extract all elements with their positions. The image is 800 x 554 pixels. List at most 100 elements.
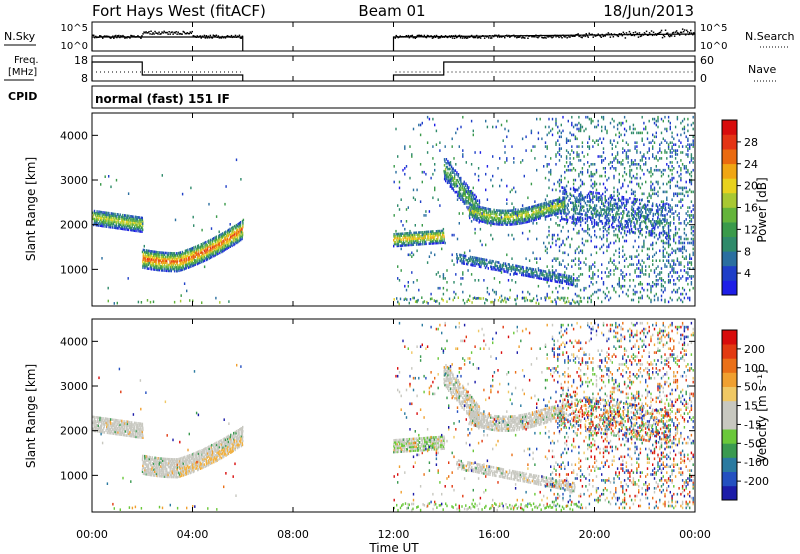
power-cell [540,206,543,210]
power-cell [681,119,684,123]
power-cell [151,267,153,271]
power-cell [590,294,592,298]
power-cell [448,173,451,177]
power-cell [482,206,485,210]
power-cell [571,145,573,148]
nsky-point [176,33,178,35]
power-cell [498,223,500,226]
power-cell [599,137,601,141]
power-cell [155,256,158,260]
power-cell [601,196,603,200]
power-cell [583,296,585,300]
power-cell [632,131,635,135]
power-cell [509,217,511,220]
power-cell [574,202,577,205]
power-cell [681,286,684,290]
nsky-point [107,35,109,38]
power-cell [680,277,682,280]
power-cell [655,267,657,270]
power-cell [667,281,670,284]
power-cell [652,259,654,262]
power-cell [650,180,652,184]
power-cell [576,277,578,280]
power-cell [664,149,666,152]
power-cell [664,190,666,194]
power-cell [623,284,626,288]
power-cell [560,174,562,178]
power-cell [678,263,680,266]
power-cell [539,257,541,260]
power-cell [446,181,449,185]
power-cell [444,145,446,148]
power-cell [592,139,594,142]
power-cell [631,205,633,208]
power-cell [657,159,659,162]
power-cell [537,276,540,280]
power-cell [578,263,580,266]
power-cell [441,239,443,242]
power-cell [643,192,645,196]
power-cell [613,139,615,142]
power-cell [602,117,605,121]
power-cell [112,212,115,216]
power-cell [178,251,180,255]
power-cell [537,267,540,270]
nsky-point [234,34,237,37]
power-cell [559,200,562,203]
nsky-point [165,31,167,34]
power-cell [627,149,629,152]
nsky-point [643,32,646,34]
power-cell [515,222,518,226]
power-cell [602,251,605,255]
power-cell [239,236,242,240]
power-cell [497,167,499,170]
power-cell [506,209,509,213]
power-cell [393,180,395,184]
power-cell [456,173,458,176]
power-cell [147,253,150,257]
power-cell [553,233,555,237]
power-cell [627,155,629,158]
power-cell [497,217,499,220]
power-cell [576,123,578,127]
power-cell [507,209,510,213]
power-cell [520,267,523,271]
power-cell [235,235,237,239]
power-cell [427,302,429,305]
power-cell [238,231,240,235]
power-cell [417,243,420,246]
nsky-point [627,33,630,36]
power-cell [210,254,212,257]
power-cell [161,267,163,270]
nsky-point [130,34,132,37]
power-cell [497,261,499,264]
power-cell [567,204,569,207]
power-cell [518,265,520,268]
nsky-point [492,35,494,37]
power-cell [657,212,659,215]
power-cell [220,246,222,250]
power-cell [629,255,631,258]
power-cell [576,153,578,156]
power-cell [512,221,515,224]
nsky-point [200,37,202,39]
power-cell [164,257,166,261]
power-cell [226,233,229,237]
power-cell [590,174,592,178]
power-cell [111,220,114,223]
power-cell [536,237,538,241]
power-cell [535,210,537,213]
power-cell [655,279,657,282]
power-cell [592,271,594,274]
power-cell [639,226,641,229]
power-cell [226,239,229,242]
power-cell [680,269,682,272]
power-cell [652,202,654,205]
nsky-point [684,34,687,36]
power-cell [595,204,598,207]
power-cell [641,249,643,253]
power-cell [558,147,561,150]
power-cell [652,247,654,251]
power-cell [400,269,402,272]
power-cell [138,216,140,219]
